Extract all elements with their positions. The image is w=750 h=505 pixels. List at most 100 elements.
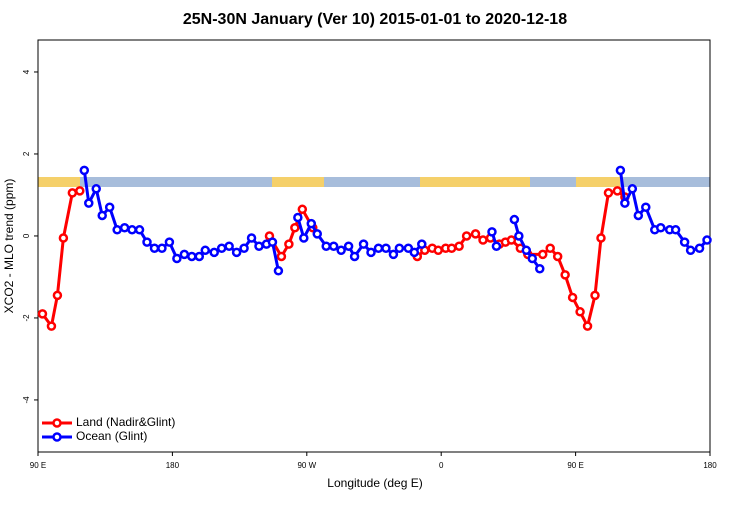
x-tick-label: 90 W xyxy=(297,461,316,470)
data-point xyxy=(521,245,532,256)
data-point xyxy=(349,251,360,262)
data-point xyxy=(142,237,152,247)
data-point xyxy=(506,235,517,245)
data-point xyxy=(478,235,488,245)
data-point xyxy=(194,251,205,262)
data-point xyxy=(366,247,376,258)
x-tick-label: 180 xyxy=(703,461,717,470)
data-point xyxy=(560,270,570,280)
data-point xyxy=(149,243,160,254)
data-point xyxy=(509,214,520,225)
y-axis-label: XCO2 - MLO trend (ppm) xyxy=(2,179,16,314)
series-line xyxy=(41,189,626,331)
land-ocean-strip xyxy=(38,177,710,187)
data-point xyxy=(216,243,227,254)
data-point xyxy=(172,253,182,264)
data-point xyxy=(273,266,284,276)
y-tick-label: -4 xyxy=(22,396,31,404)
plot-frame xyxy=(37,39,711,453)
data-point xyxy=(615,165,626,176)
data-point xyxy=(79,165,90,176)
data-point xyxy=(394,243,405,254)
x-tick-label: 90 E xyxy=(567,461,583,470)
legend-marker xyxy=(52,418,62,428)
data-point xyxy=(679,237,690,247)
y-tick-label: -2 xyxy=(22,314,31,322)
data-point xyxy=(84,198,94,208)
data-point xyxy=(670,225,681,235)
data-point xyxy=(299,233,309,243)
data-point xyxy=(46,321,57,331)
data-point xyxy=(336,245,346,256)
y-tick-label: 0 xyxy=(22,233,31,238)
data-point xyxy=(514,231,524,241)
data-point xyxy=(603,188,614,198)
data-point xyxy=(67,188,78,198)
data-point xyxy=(694,243,705,254)
data-point xyxy=(75,186,85,196)
data-point xyxy=(590,290,600,301)
data-point xyxy=(535,264,545,274)
data-point xyxy=(200,245,211,256)
data-point xyxy=(655,223,666,233)
data-point xyxy=(239,243,249,254)
data-point xyxy=(552,251,563,262)
data-point xyxy=(627,184,638,194)
x-axis-label: Longitude (deg E) xyxy=(327,476,422,490)
data-point xyxy=(446,243,457,254)
data-point xyxy=(187,251,197,262)
data-point xyxy=(276,251,287,262)
data-point xyxy=(321,241,331,251)
data-point xyxy=(612,186,623,196)
data-point xyxy=(641,202,651,213)
data-point xyxy=(254,241,264,251)
data-point xyxy=(417,239,427,249)
data-point xyxy=(209,247,219,258)
data-point xyxy=(403,243,414,254)
data-point xyxy=(527,253,538,264)
data-point xyxy=(306,218,317,229)
data-point xyxy=(328,241,339,251)
data-point xyxy=(127,225,137,235)
data-point xyxy=(381,243,391,254)
legend-label: Land (Nadir&Glint) xyxy=(76,415,175,429)
data-point xyxy=(373,243,384,254)
data-point xyxy=(312,229,323,239)
data-point xyxy=(52,290,63,301)
data-point xyxy=(104,202,115,213)
legend-marker xyxy=(52,432,62,442)
y-tick-label: 2 xyxy=(22,151,31,156)
data-point xyxy=(633,210,644,221)
data-point xyxy=(284,239,294,249)
data-point xyxy=(596,233,606,243)
data-point xyxy=(491,241,502,251)
data-point xyxy=(224,241,234,251)
data-point xyxy=(119,223,130,233)
data-point xyxy=(567,292,578,303)
data-point xyxy=(179,249,190,260)
data-point xyxy=(358,239,369,249)
data-point xyxy=(157,243,167,254)
data-point xyxy=(97,210,107,221)
data-point xyxy=(545,243,555,254)
data-point xyxy=(620,198,630,208)
data-point xyxy=(134,225,145,235)
data-point xyxy=(290,223,300,233)
data-point xyxy=(91,184,101,194)
x-tick-label: 180 xyxy=(166,461,180,470)
x-tick-label: 90 E xyxy=(30,461,46,470)
data-point xyxy=(409,247,420,258)
chart-title: 25N-30N January (Ver 10) 2015-01-01 to 2… xyxy=(183,11,567,28)
data-point xyxy=(470,229,481,239)
data-point xyxy=(454,241,464,251)
data-point xyxy=(112,225,122,235)
data-point xyxy=(582,321,593,331)
data-point xyxy=(388,249,399,260)
data-point xyxy=(575,307,585,317)
data-point xyxy=(461,231,472,241)
data-point xyxy=(37,309,48,319)
legend-label: Ocean (Glint) xyxy=(76,429,147,443)
data-point xyxy=(702,235,712,245)
data-point xyxy=(685,245,696,256)
